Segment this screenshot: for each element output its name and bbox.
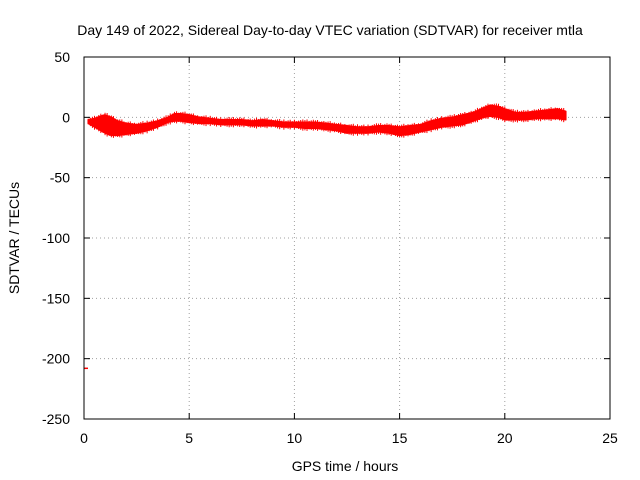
x-tick-label: 5	[185, 430, 193, 446]
chart-title: Day 149 of 2022, Sidereal Day-to-day VTE…	[77, 22, 583, 38]
y-tick-label: -150	[42, 290, 70, 306]
x-tick-label: 0	[80, 430, 88, 446]
y-tick-label: -50	[50, 170, 70, 186]
x-tick-label: 15	[392, 430, 408, 446]
y-tick-label: 0	[62, 109, 70, 125]
y-tick-label: -250	[42, 411, 70, 427]
y-tick-label: -200	[42, 351, 70, 367]
x-tick-label: 20	[497, 430, 513, 446]
y-axis-label: SDTVAR / TECUs	[6, 182, 22, 294]
y-tick-label: -100	[42, 230, 70, 246]
y-tick-label: 50	[54, 49, 70, 65]
x-axis-label: GPS time / hours	[292, 458, 399, 474]
x-tick-label: 10	[287, 430, 303, 446]
data-series	[84, 103, 567, 370]
axis-ticks: 0 5 10 15 20 25 -250 -200 -150 -100 -50 0 50	[42, 49, 618, 446]
x-tick-label: 25	[602, 430, 618, 446]
